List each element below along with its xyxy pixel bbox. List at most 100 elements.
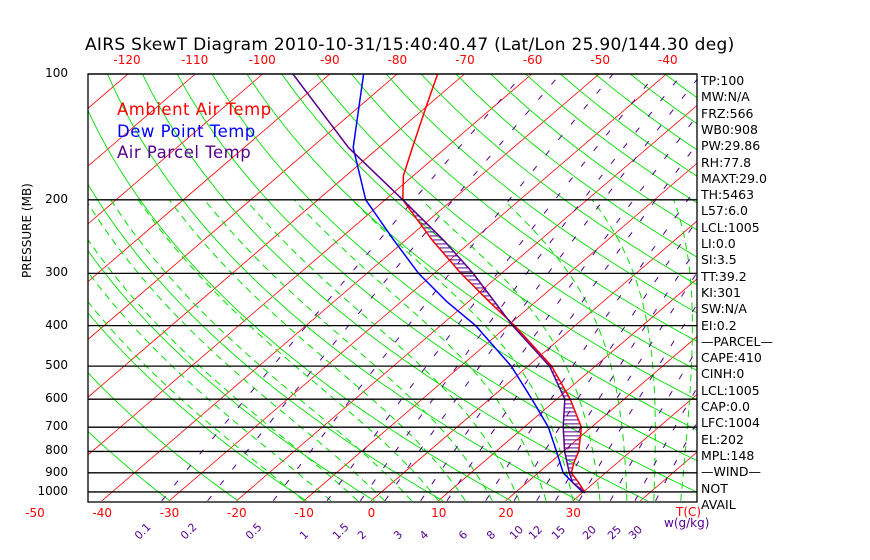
- dry-adiabat-line: [839, 74, 870, 501]
- isotherm-line: [775, 74, 870, 501]
- pressure-tick-label: 800: [45, 443, 68, 458]
- isotherm-line: [88, 74, 196, 167]
- top-temp-tick-label: -80: [387, 53, 408, 67]
- chart-title: AIRS SkewT Diagram 2010-10-31/15:40:40.4…: [85, 35, 735, 55]
- bottom-temp-tick-label: 20: [498, 506, 514, 520]
- dry-adiabat-line: [88, 249, 375, 502]
- isotherm-line: [88, 74, 398, 340]
- top-temp-tick-label: -120: [113, 53, 141, 67]
- index-item: WB0:908: [701, 121, 758, 137]
- index-item: L57:6.0: [701, 203, 748, 219]
- bottom-temp-tick-label: 10: [431, 506, 447, 520]
- isotherm-line: [370, 220, 697, 502]
- moist-adiabat-line: [88, 202, 385, 502]
- dry-adiabat-line: [88, 372, 239, 502]
- dry-adiabat-line: [88, 430, 171, 502]
- moist-adiabat-line: [673, 199, 693, 501]
- dry-adiabat-line: [420, 74, 697, 286]
- dry-adiabat-line: [176, 74, 697, 493]
- index-item: MW:N/A: [701, 89, 750, 105]
- index-item: MAXT:29.0: [701, 170, 767, 186]
- index-item: LI:0.0: [701, 236, 736, 251]
- parcel-temp-line: [292, 74, 586, 494]
- dry-adiabat-line: [88, 183, 444, 502]
- bottom-temp-tick-label: -10: [294, 506, 314, 520]
- isotherm-line: [88, 74, 533, 456]
- dry-adiabat-line: [769, 74, 870, 501]
- bottom-temp-tick-label: -40: [92, 506, 113, 520]
- x-axis-label: T(C): [676, 505, 702, 519]
- pressure-tick-label: 100: [45, 66, 68, 80]
- mixing-ratio-line: [485, 186, 697, 502]
- pressure-tick-label: 300: [45, 265, 68, 280]
- mixing-ratio-line: [609, 348, 697, 502]
- bottom-temp-tick-label: -30: [159, 506, 180, 520]
- moist-adiabat-line: [88, 238, 359, 502]
- top-temp-tick-label: -40: [657, 53, 678, 67]
- moist-adiabat-line: [110, 199, 412, 502]
- dry-adiabat-line: [316, 74, 697, 371]
- index-item: TT:39.2: [701, 268, 747, 284]
- isotherm-line: [101, 74, 600, 502]
- index-item: PW:29.86: [701, 138, 761, 154]
- legend-air-parcel-temp: Air Parcel Temp: [117, 143, 252, 162]
- pressure-tick-label: 700: [45, 419, 68, 434]
- isotherm-line: [303, 162, 697, 502]
- pressure-tick-label: 500: [45, 358, 68, 373]
- mixing-ratio-line: [634, 386, 697, 502]
- mixing-ratio-line: [513, 219, 697, 502]
- isotherm-line: [168, 74, 667, 502]
- moist-adiabat-line: [88, 271, 332, 502]
- index-item: CAPE:410: [701, 350, 762, 366]
- mixing-ratio-line: [420, 115, 697, 502]
- moist-adiabat-line: [245, 199, 520, 502]
- top-temp-tick-label: -110: [180, 53, 209, 67]
- index-item: FRZ:566: [701, 105, 754, 121]
- mixing-ratio-axis-label: w(g/kg): [664, 516, 710, 530]
- dry-adiabat-line: [88, 109, 512, 502]
- moist-adiabat-line: [168, 199, 466, 502]
- pressure-tick-label: 400: [45, 317, 68, 332]
- isotherm-line: [88, 74, 263, 225]
- top-temp-tick-label: -60: [522, 53, 543, 67]
- index-item: EI:0.2: [701, 317, 737, 333]
- index-item: EL:202: [701, 431, 744, 447]
- pressure-tick-label: 1000: [37, 483, 68, 498]
- index-item: CAP:0.0: [701, 399, 750, 414]
- moist-adiabat-line: [591, 199, 656, 501]
- bottom-temp-tick-label: 0: [367, 506, 376, 520]
- index-item: —WIND—: [701, 464, 762, 480]
- legend-ambient-air-temp: Ambient Air Temp: [117, 100, 272, 119]
- dry-adiabat-line: [455, 74, 697, 258]
- index-item: TH:5463: [701, 187, 755, 203]
- isotherm-line: [88, 74, 465, 398]
- dry-adiabat-line: [107, 74, 580, 502]
- top-temp-tick-label: -100: [248, 53, 276, 67]
- moist-adiabat-line: [351, 199, 574, 501]
- dry-adiabat-line: [246, 74, 697, 431]
- dry-adiabat-line: [211, 74, 697, 462]
- moist-adiabat-line: [293, 199, 547, 501]
- dry-adiabat-line: [804, 74, 870, 501]
- dry-adiabat-line: [281, 74, 697, 401]
- index-item: SW:N/A: [701, 301, 747, 317]
- bottom-temp-tick-label: -50: [25, 506, 45, 520]
- isotherm-line: [88, 74, 331, 283]
- mixing-ratio-line: [536, 247, 697, 502]
- legend-dew-point-temp: Dew Point Temp: [117, 122, 256, 141]
- mixing-ratio-line: [555, 271, 697, 502]
- dry-adiabat-line: [664, 74, 697, 99]
- dry-adiabat-line: [88, 312, 307, 502]
- isotherm-line: [438, 278, 697, 502]
- dry-adiabat-line: [385, 74, 697, 314]
- mixing-ratio-line: [161, 74, 524, 502]
- index-item: TP:100: [701, 73, 745, 88]
- moist-adiabat-line: [88, 301, 305, 502]
- mixing-ratio-line: [655, 421, 697, 502]
- index-item: —PARCEL—: [701, 333, 773, 349]
- plot-frame: [87, 73, 698, 503]
- index-item: KI:301: [701, 284, 741, 300]
- index-item: MPL:148: [701, 447, 755, 463]
- pressure-tick-label: 900: [45, 464, 68, 479]
